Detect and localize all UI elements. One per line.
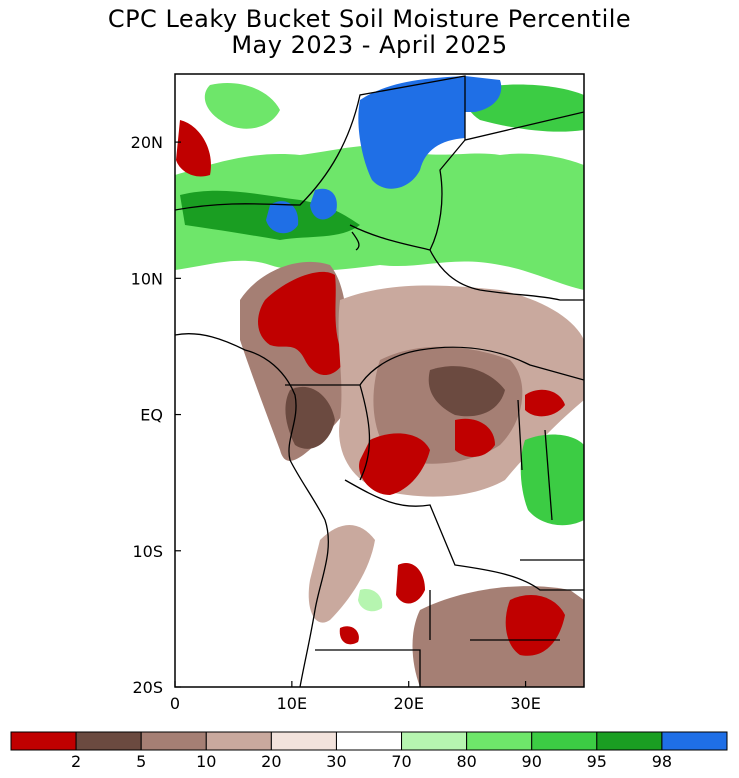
east-africa-green-region [520,434,584,526]
legend-swatch [75,731,142,751]
west-red-patch [176,120,211,177]
legend-swatch [661,731,728,751]
legend-label: 20 [261,752,281,771]
congo-dark-brown-region [428,366,505,417]
lat-tick-label: 10N [131,269,163,288]
east-red-patch [525,389,565,417]
latitude-axis: 20N 10N EQ 10S 20S [131,133,181,697]
map-frame [174,73,585,688]
southern-light-green-patch [358,589,383,612]
legend-label: 90 [522,752,542,771]
lat-tick-label: 20N [131,133,163,152]
title-line-1: CPC Leaky Bucket Soil Moisture Percentil… [107,5,632,33]
sahel-borders [349,139,584,301]
lake-outlines [351,231,553,521]
legend-label: 95 [587,752,607,771]
map-title: CPC Leaky Bucket Soil Moisture Percentil… [0,6,739,58]
southern-borders [315,559,584,687]
legend-label: 5 [136,752,146,771]
angola-red-patch [396,562,425,604]
legend-label: 70 [391,752,411,771]
north-green-patch [204,82,280,129]
lat-tick-label: 20S [132,678,163,697]
color-legend: 2 5 10 20 30 70 80 90 95 98 [10,731,728,771]
legend-label: 80 [456,752,476,771]
gabon-dark-brown-region [285,386,335,449]
legend-swatch [270,731,337,751]
coastline [175,333,329,687]
legend-swatch [466,731,533,751]
lon-tick-label: 10E [277,694,307,713]
legend-swatch [596,731,663,751]
title-line-2: May 2023 - April 2025 [231,31,508,59]
legend-label: 30 [326,752,346,771]
angola-brown-region [308,525,375,623]
niger-blue-patch [266,201,299,234]
congo-red-region-2 [455,418,495,457]
legend-swatch [401,731,468,751]
sudan-blue-region [465,76,502,112]
lat-tick-label: EQ [140,406,163,425]
legend-label: 2 [71,752,81,771]
legend-label: 98 [652,752,672,771]
lon-tick-label: 20E [393,694,423,713]
southwest-red-patch [339,626,359,645]
longitude-axis: 0 10E 20E 30E [170,681,541,713]
chad-blue-region [358,76,465,189]
legend-swatch [140,731,207,751]
sahel-green-region [175,145,584,290]
legend-swatch [335,731,403,751]
map-field [175,74,584,687]
lon-tick-label: 30E [510,694,540,713]
cameroon-red-region [258,271,345,375]
central-borders [285,346,584,591]
legend-swatch [205,731,272,751]
legend-swatch [531,731,598,751]
legend-label: 10 [196,752,216,771]
northern-borders [175,75,584,211]
lon-tick-label: 0 [170,694,180,713]
legend-swatch [10,731,77,751]
east-green-patch [500,194,584,267]
lat-tick-label: 10S [132,542,163,561]
congo-red-region-1 [359,433,430,495]
lake-chad-blue-patch [310,188,337,220]
